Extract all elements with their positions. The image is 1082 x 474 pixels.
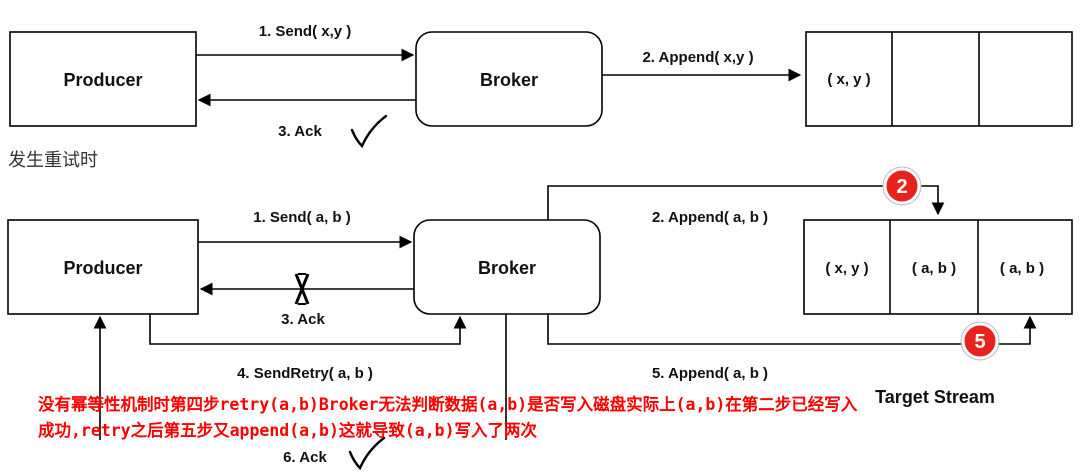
step-2-badge: 2 <box>882 166 922 206</box>
stream-cell: ( a, b ) <box>912 260 956 277</box>
ack-label-bottom: 3. Ack <box>281 311 325 328</box>
annotation-note: 没有幂等性机制时第四步retry(a,b)Broker无法判断数据(a,b)是否… <box>38 395 858 440</box>
append-retry-label: 5. Append( a, b ) <box>652 365 768 382</box>
append-label-top: 2. Append( x,y ) <box>642 49 753 66</box>
step-5-badge: 5 <box>960 321 1000 361</box>
broken-ack-icon <box>294 273 310 305</box>
send-retry-label: 4. SendRetry( a, b ) <box>237 365 373 382</box>
stream-box-top <box>805 31 1073 127</box>
producer-label-top: Producer <box>63 70 142 90</box>
stream-cell: ( a, b ) <box>1000 260 1044 277</box>
send-label-bottom: 1. Send( a, b ) <box>253 209 351 226</box>
stream-cell: ( x, y ) <box>825 260 868 277</box>
append-retry-arrow <box>547 314 1037 345</box>
target-stream-label: Target Stream <box>875 387 995 407</box>
badge-5-text: 5 <box>974 331 985 353</box>
producer-label-bottom: Producer <box>63 258 142 278</box>
send-label-top: 1. Send( x,y ) <box>259 23 352 40</box>
stream-cell-top: ( x, y ) <box>827 71 870 88</box>
append-label-bottom: 2. Append( a, b ) <box>652 209 768 226</box>
ack-label-top: 3. Ack <box>278 123 322 140</box>
broker-box-top <box>415 31 603 127</box>
stream-box-bottom <box>803 219 1073 315</box>
broker-box-bottom <box>413 219 601 315</box>
broker-label-bottom: Broker <box>478 258 536 278</box>
ack-retry-label: 6. Ack <box>283 449 327 466</box>
broker-label-top: Broker <box>480 70 538 90</box>
checkmark-icon <box>348 436 386 471</box>
producer-box-top <box>9 31 197 127</box>
checkmark-icon <box>350 114 388 149</box>
send-retry-arrow <box>149 314 467 345</box>
append-arrow-bottom <box>547 185 945 220</box>
badge-2-text: 2 <box>896 176 907 198</box>
section-title: 发生重试时 <box>8 150 98 171</box>
ack-retry-arrow <box>100 314 507 440</box>
